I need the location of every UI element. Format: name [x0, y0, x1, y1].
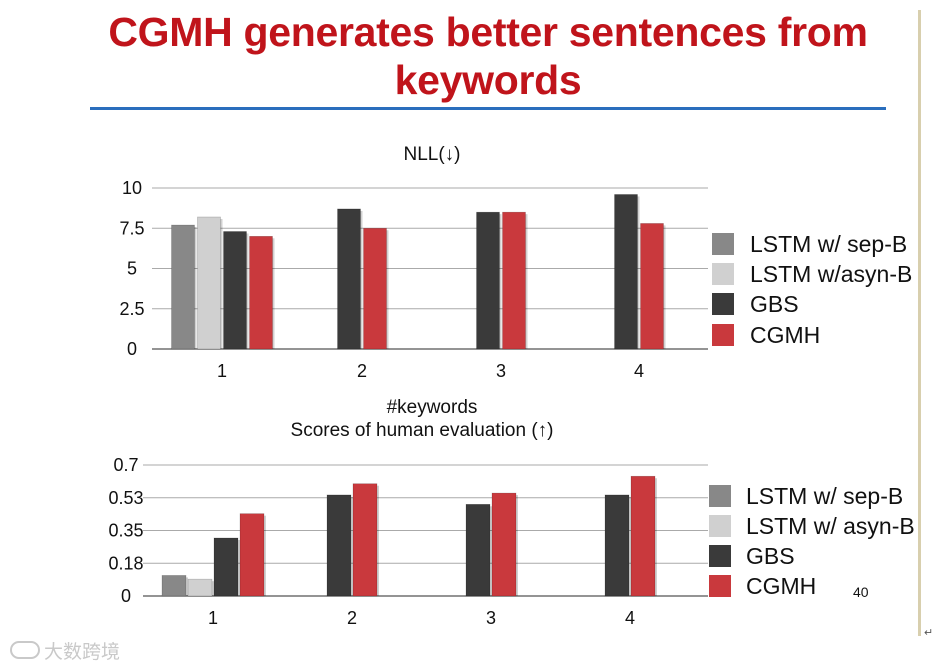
bar-gbs-3 — [476, 211, 500, 350]
bar-cgmh-2 — [363, 227, 387, 350]
human-eval-bars — [161, 475, 657, 597]
bar-gbs-2 — [326, 494, 352, 597]
bar-gbs-1 — [223, 231, 247, 350]
bar-lstm-w-sep-b-1 — [161, 575, 187, 597]
title-underline — [90, 107, 886, 110]
nll-x-tick-labels: 1 2 3 4 — [217, 361, 644, 381]
y-tick-label: 10 — [122, 178, 142, 198]
legend-label: LSTM w/ sep-B — [750, 231, 907, 257]
legend-swatch — [712, 233, 734, 255]
bar-cgmh-2 — [352, 483, 378, 597]
nll-bars — [171, 194, 666, 350]
human-eval-y-tick-labels: 0.7 0.53 0.35 0.18 0 — [108, 455, 143, 606]
bar-cgmh-1 — [249, 236, 273, 350]
nll-legend: LSTM w/ sep-B LSTM w/asyn-B GBS CGMH — [712, 231, 912, 348]
legend-label: LSTM w/asyn-B — [750, 261, 912, 287]
x-tick-label: 1 — [208, 608, 218, 628]
x-tick-label: 4 — [634, 361, 644, 381]
y-tick-label: 0.7 — [113, 455, 138, 475]
legend-label: CGMH — [746, 573, 816, 599]
x-tick-label: 2 — [357, 361, 367, 381]
bar-cgmh-3 — [491, 492, 517, 597]
bar-gbs-2 — [337, 208, 361, 350]
x-tick-label: 1 — [217, 361, 227, 381]
x-tick-label: 2 — [347, 608, 357, 628]
right-border-rule — [918, 10, 921, 636]
bar-lstm-w-asyn-b-1 — [197, 216, 221, 350]
bar-gbs-3 — [465, 503, 491, 597]
legend-swatch — [712, 263, 734, 285]
watermark: 大数跨境 — [10, 638, 121, 663]
paragraph-return-mark: ↵ — [924, 627, 934, 639]
legend-swatch — [709, 515, 731, 537]
human-eval-legend: LSTM w/ sep-B LSTM w/ asyn-B GBS CGMH — [709, 483, 915, 599]
bar-cgmh-3 — [502, 211, 526, 350]
legend-label: LSTM w/ sep-B — [746, 483, 903, 509]
nll-chart: NLL(↓) 10 7.5 5 2.5 0 1 2 3 4 #keywords LSTM w/… — [119, 144, 912, 418]
nll-y-tick-labels: 10 7.5 5 2.5 0 — [119, 178, 144, 359]
legend-swatch — [712, 324, 734, 346]
y-tick-label: 0.18 — [108, 553, 143, 573]
bar-cgmh-4 — [640, 223, 664, 350]
bar-gbs-4 — [614, 194, 638, 350]
legend-swatch — [712, 293, 734, 315]
slide-title: CGMH generates better sentences from key… — [108, 9, 868, 103]
legend-swatch — [709, 575, 731, 597]
y-tick-label: 0 — [127, 339, 137, 359]
legend-label: GBS — [746, 543, 795, 569]
bar-cgmh-1 — [239, 513, 265, 597]
x-tick-label: 3 — [496, 361, 506, 381]
human-eval-chart-title: Scores of human evaluation (↑) — [291, 420, 554, 441]
page-number: 40 — [853, 584, 869, 600]
watermark-logo-icon — [10, 641, 40, 659]
bar-gbs-1 — [213, 537, 239, 597]
legend-label: GBS — [750, 291, 799, 317]
bar-lstm-w-sep-b-1 — [171, 224, 195, 350]
human-eval-x-tick-labels: 1 2 3 4 — [208, 608, 635, 628]
legend-label: LSTM w/ asyn-B — [746, 513, 915, 539]
bar-gbs-4 — [604, 494, 630, 597]
bar-cgmh-4 — [630, 475, 656, 597]
y-tick-label: 0.35 — [108, 521, 143, 541]
legend-swatch — [709, 485, 731, 507]
watermark-text: 大数跨境 — [44, 641, 121, 663]
nll-x-axis-label: #keywords — [387, 397, 478, 418]
x-tick-label: 3 — [486, 608, 496, 628]
nll-chart-title: NLL(↓) — [403, 144, 460, 165]
bar-lstm-w-asyn-b-1 — [187, 578, 213, 597]
x-tick-label: 4 — [625, 608, 635, 628]
legend-label: CGMH — [750, 322, 820, 348]
y-tick-label: 5 — [127, 259, 137, 279]
y-tick-label: 2.5 — [119, 299, 144, 319]
y-tick-label: 0 — [121, 586, 131, 606]
legend-swatch — [709, 545, 731, 567]
human-eval-chart: Scores of human evaluation (↑) 0.70.530.… — [108, 420, 914, 628]
y-tick-label: 0.53 — [108, 488, 143, 508]
y-tick-label: 7.5 — [119, 218, 144, 238]
